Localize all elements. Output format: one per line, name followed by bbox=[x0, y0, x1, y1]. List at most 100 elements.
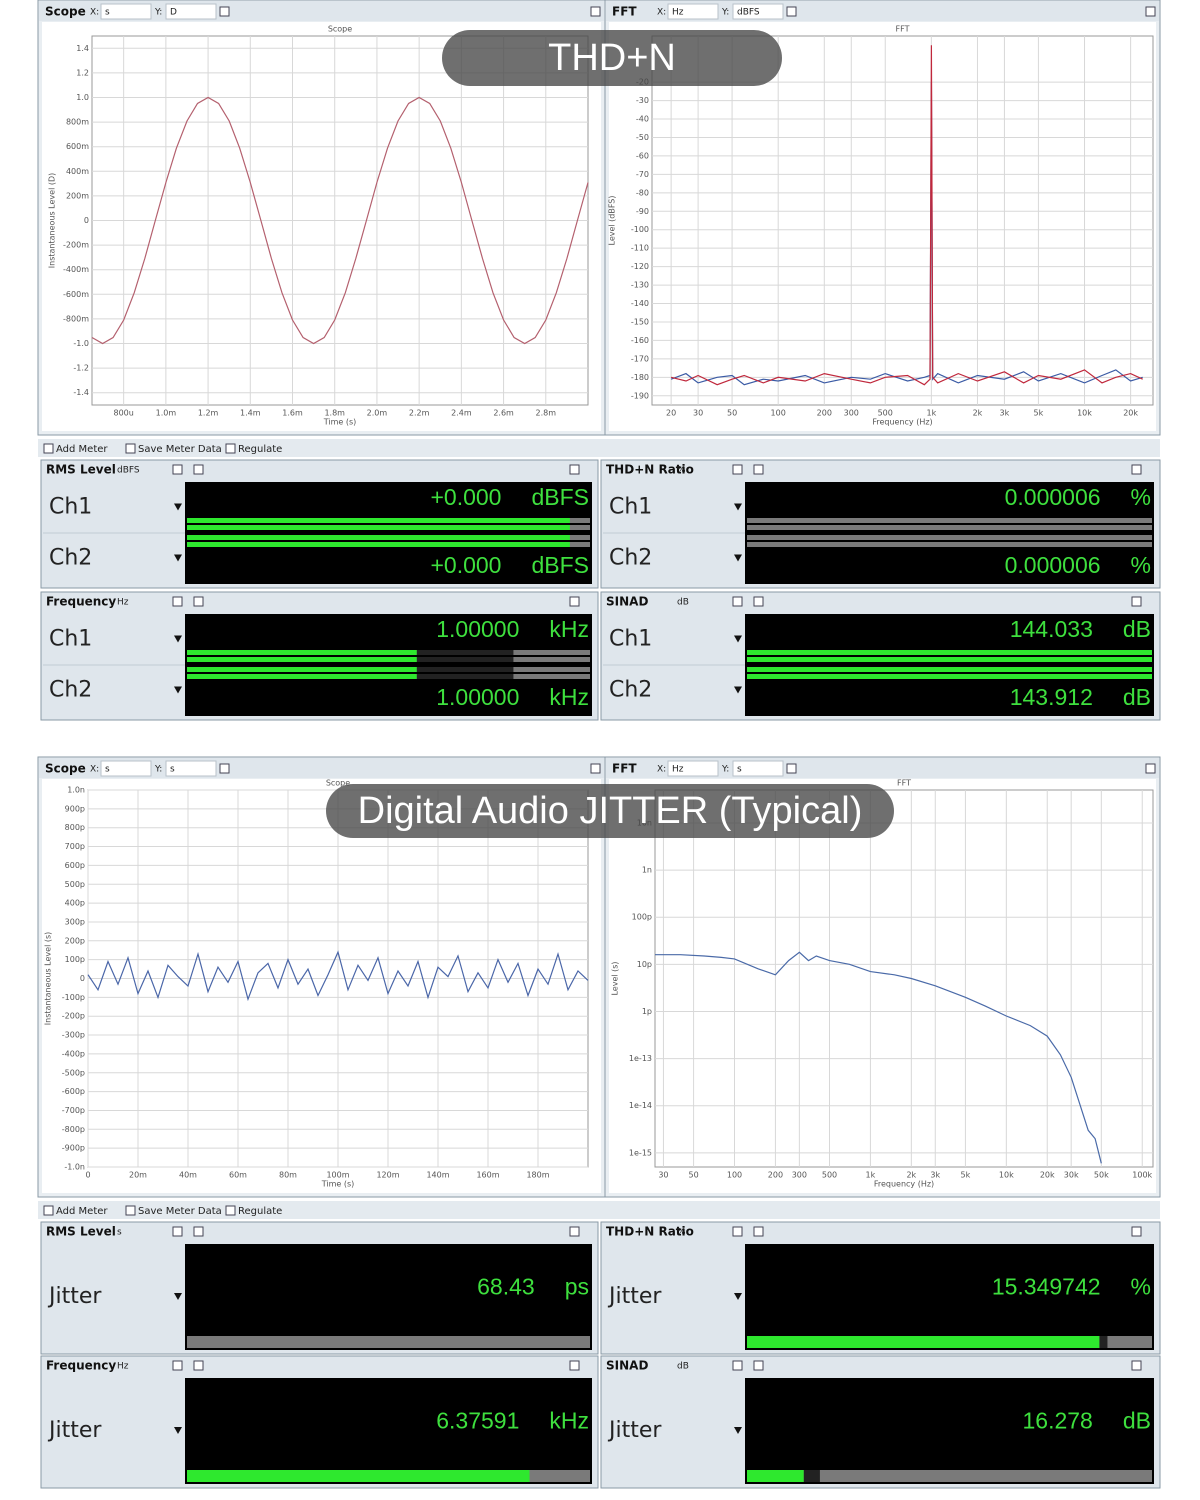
icon-button[interactable] bbox=[569, 596, 580, 607]
channel-dropdown[interactable] bbox=[734, 554, 742, 562]
icon-button[interactable] bbox=[193, 1360, 204, 1371]
icon-button[interactable] bbox=[753, 1226, 764, 1237]
toolbar-button[interactable]: Save Meter Data bbox=[138, 444, 222, 455]
icon-button[interactable] bbox=[786, 6, 797, 17]
meter-unit: % bbox=[677, 466, 686, 476]
icon-button[interactable] bbox=[732, 464, 743, 475]
icon-button[interactable] bbox=[219, 763, 230, 774]
y-tick-label: -400p bbox=[62, 1049, 85, 1058]
y-unit-select[interactable] bbox=[165, 760, 217, 777]
meter-title: Frequency bbox=[46, 1359, 116, 1373]
icon-button[interactable] bbox=[1145, 763, 1156, 774]
y-tick-label: -500p bbox=[62, 1068, 85, 1077]
icon-button[interactable] bbox=[590, 763, 601, 774]
y-tick-label: 200m bbox=[66, 191, 89, 200]
icon-button[interactable] bbox=[43, 443, 54, 454]
y-tick-label: -400m bbox=[63, 265, 89, 274]
icon-button[interactable] bbox=[172, 1360, 183, 1371]
y-tick-label: 300p bbox=[65, 917, 85, 926]
panel-title: FFT bbox=[612, 5, 637, 19]
channel-name: Ch1 bbox=[609, 627, 652, 652]
x-tick-label: 160m bbox=[476, 1171, 499, 1180]
reading-unit: dBFS bbox=[531, 484, 589, 510]
icon-button[interactable] bbox=[219, 6, 230, 17]
reading-unit: dB bbox=[1123, 616, 1151, 642]
channel-dropdown[interactable] bbox=[734, 1427, 742, 1434]
icon-button[interactable] bbox=[753, 596, 764, 607]
y-tick-label: 700p bbox=[65, 842, 85, 851]
icon-button[interactable] bbox=[172, 1226, 183, 1237]
icon-button[interactable] bbox=[193, 596, 204, 607]
x-tick-label: 200 bbox=[768, 1171, 783, 1180]
x-unit-select[interactable] bbox=[667, 3, 719, 20]
icon-button[interactable] bbox=[753, 1360, 764, 1371]
reading-unit: % bbox=[1131, 1274, 1151, 1300]
channel-dropdown[interactable] bbox=[174, 1427, 182, 1434]
toolbar-button[interactable]: Regulate bbox=[238, 444, 282, 455]
channel-dropdown[interactable] bbox=[174, 686, 182, 694]
channel-dropdown[interactable] bbox=[174, 1293, 182, 1300]
icon-button[interactable] bbox=[193, 464, 204, 475]
reading-unit: % bbox=[1131, 552, 1151, 578]
meter-title: THD+N Ratio bbox=[606, 463, 694, 477]
x-tick-label: 2.2m bbox=[409, 409, 430, 418]
y-unit-select[interactable] bbox=[732, 760, 784, 777]
channel-dropdown[interactable] bbox=[174, 554, 182, 562]
icon-button[interactable] bbox=[1131, 596, 1142, 607]
y-label: Y: bbox=[721, 8, 729, 18]
toolbar-button[interactable]: Add Meter bbox=[56, 444, 108, 455]
channel-dropdown[interactable] bbox=[734, 686, 742, 694]
icon-button[interactable] bbox=[193, 1226, 204, 1237]
x-tick-label: 300 bbox=[844, 409, 859, 418]
channel-dropdown[interactable] bbox=[734, 503, 742, 511]
toolbar-button[interactable]: Save Meter Data bbox=[138, 1206, 222, 1217]
channel-dropdown[interactable] bbox=[734, 635, 742, 643]
icon-button[interactable] bbox=[1131, 464, 1142, 475]
x-label: X: bbox=[90, 8, 99, 18]
channel-dropdown[interactable] bbox=[734, 1293, 742, 1300]
icon-button[interactable] bbox=[43, 1205, 54, 1216]
x-tick-label: 2.8m bbox=[536, 409, 557, 418]
icon-button[interactable] bbox=[172, 464, 183, 475]
x-tick-label: 1.6m bbox=[282, 409, 303, 418]
y-tick-label: -600p bbox=[62, 1087, 85, 1096]
x-unit-select[interactable] bbox=[667, 760, 719, 777]
y-axis-title: Instantaneous Level (s) bbox=[44, 932, 53, 1025]
icon-button[interactable] bbox=[569, 1226, 580, 1237]
icon-button[interactable] bbox=[125, 443, 136, 454]
icon-button[interactable] bbox=[732, 596, 743, 607]
icon-button[interactable] bbox=[590, 6, 601, 17]
channel-dropdown[interactable] bbox=[174, 635, 182, 643]
icon-button[interactable] bbox=[786, 763, 797, 774]
channel-dropdown[interactable] bbox=[174, 503, 182, 511]
meter-unit: dB bbox=[677, 1362, 689, 1372]
x-unit: Hz bbox=[672, 765, 684, 775]
icon-button[interactable] bbox=[172, 596, 183, 607]
x-unit-select[interactable] bbox=[100, 3, 152, 20]
icon-button[interactable] bbox=[569, 1360, 580, 1371]
icon-button[interactable] bbox=[753, 464, 764, 475]
y-tick-label: -170 bbox=[631, 354, 649, 363]
y-unit-select[interactable] bbox=[165, 3, 217, 20]
icon-button[interactable] bbox=[732, 1360, 743, 1371]
meter-unit: dB bbox=[677, 598, 689, 608]
icon-button[interactable] bbox=[732, 1226, 743, 1237]
y-label: Y: bbox=[154, 8, 162, 18]
banner bbox=[442, 30, 782, 86]
toolbar-button[interactable]: Regulate bbox=[238, 1206, 282, 1217]
x-tick-label: 200 bbox=[817, 409, 832, 418]
icon-button[interactable] bbox=[225, 443, 236, 454]
icon-button[interactable] bbox=[1131, 1360, 1142, 1371]
x-tick-label: 50k bbox=[1094, 1171, 1109, 1180]
icon-button[interactable] bbox=[569, 464, 580, 475]
icon-button[interactable] bbox=[1131, 1226, 1142, 1237]
y-label: Y: bbox=[154, 765, 162, 775]
meter-bar bbox=[747, 1336, 1100, 1348]
icon-button[interactable] bbox=[1145, 6, 1156, 17]
icon-button[interactable] bbox=[225, 1205, 236, 1216]
toolbar-button[interactable]: Add Meter bbox=[56, 1206, 108, 1217]
x-unit-select[interactable] bbox=[100, 760, 152, 777]
y-unit-select[interactable] bbox=[732, 3, 784, 20]
icon-button[interactable] bbox=[125, 1205, 136, 1216]
